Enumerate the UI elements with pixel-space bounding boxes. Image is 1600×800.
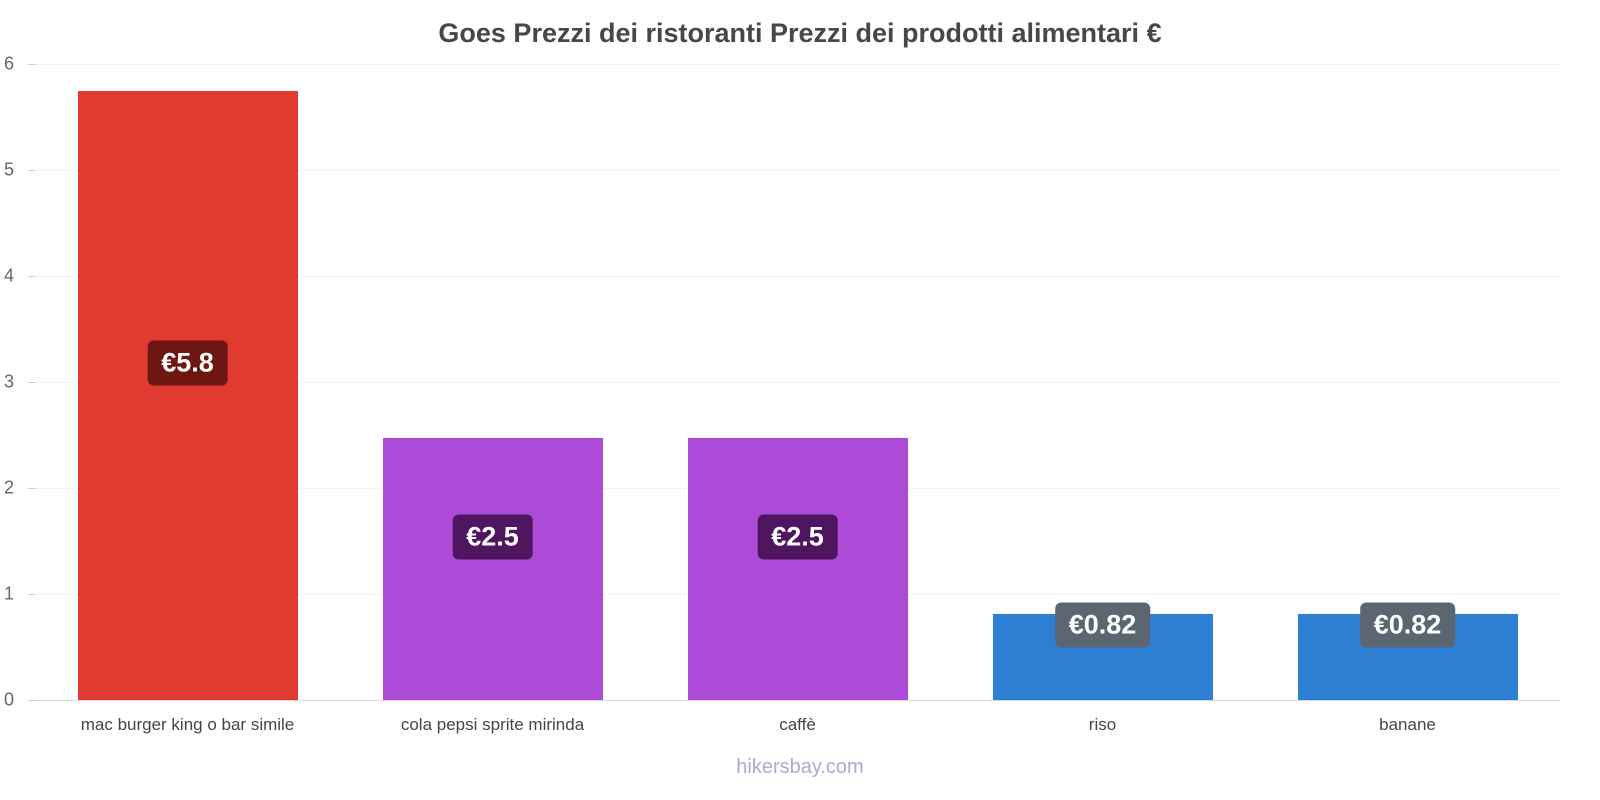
- x-category-label-4: banane: [1379, 715, 1436, 734]
- footer-watermark: hikersbay.com: [736, 756, 864, 778]
- y-tick-mark-1: [28, 594, 35, 595]
- gridline-4: [35, 276, 1560, 277]
- bar-2: [687, 438, 908, 700]
- bar-value-label-2: €2.5: [757, 514, 838, 560]
- bar-1: [382, 438, 603, 700]
- bar-value-label-4: €0.82: [1359, 602, 1456, 648]
- y-tick-label-2: 2: [4, 477, 15, 498]
- y-tick-label-0: 0: [4, 689, 15, 710]
- x-category-label-0: mac burger king o bar simile: [80, 715, 295, 734]
- x-category-label-2: caffè: [779, 715, 816, 734]
- y-tick-mark-2: [28, 488, 35, 489]
- x-category-label-1: cola pepsi sprite mirinda: [400, 715, 585, 734]
- y-tick-label-3: 3: [4, 371, 15, 392]
- bar-value-label-3: €0.82: [1054, 602, 1151, 648]
- y-tick-mark-4: [28, 276, 35, 277]
- y-tick-mark-0: [28, 700, 35, 701]
- y-tick-label-6: 6: [4, 53, 15, 74]
- y-tick-mark-5: [28, 170, 35, 171]
- bar-0: [77, 90, 298, 700]
- gridline-5: [35, 170, 1560, 171]
- gridline-0: [35, 700, 1560, 701]
- gridline-3: [35, 382, 1560, 383]
- y-tick-mark-3: [28, 382, 35, 383]
- y-tick-label-5: 5: [4, 159, 15, 180]
- gridline-6: [35, 64, 1560, 65]
- y-tick-label-1: 1: [4, 583, 15, 604]
- x-category-label-3: riso: [1088, 715, 1117, 734]
- y-tick-mark-6: [28, 64, 35, 65]
- chart-title: Goes Prezzi dei ristoranti Prezzi dei pr…: [438, 18, 1162, 48]
- y-tick-label-4: 4: [4, 265, 15, 286]
- bar-value-label-0: €5.8: [147, 340, 228, 386]
- bar-value-label-1: €2.5: [452, 514, 533, 560]
